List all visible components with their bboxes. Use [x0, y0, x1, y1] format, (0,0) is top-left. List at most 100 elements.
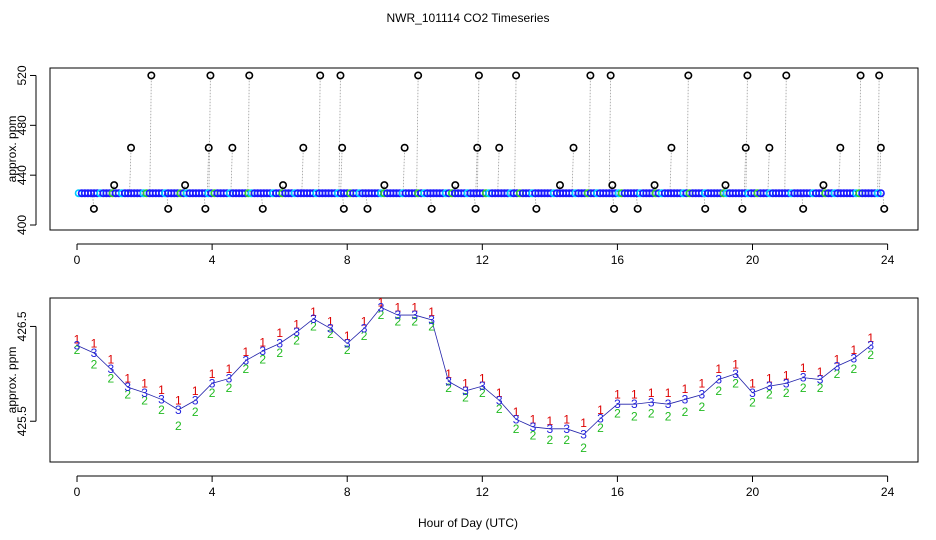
spike-line	[149, 75, 152, 194]
baseline-point	[876, 189, 885, 198]
series-3-point: 3	[310, 312, 317, 326]
spike-line	[206, 147, 210, 194]
series-2-point: 2	[344, 343, 351, 357]
series-3-point: 3	[580, 428, 587, 442]
series-3-point: 3	[867, 338, 874, 352]
series-3-point: 3	[597, 411, 604, 425]
series-2-point: 2	[563, 433, 570, 447]
series-1-point: 1	[107, 353, 114, 367]
outlier-point	[667, 143, 676, 152]
series-2-point: 2	[699, 400, 706, 414]
bottom-y-axis-label: approx. ppm	[5, 347, 19, 414]
series-1-point: 1	[563, 412, 570, 426]
spike-line	[838, 147, 841, 194]
outlier-point	[147, 71, 156, 80]
top-x-tick-label: 20	[746, 253, 760, 267]
series-1-point: 1	[141, 376, 148, 390]
series-1-point: 1	[293, 318, 300, 332]
spike-line	[247, 75, 250, 194]
top-x-axis: 0 4 8 12 16 20 24	[74, 243, 895, 267]
series-3-point: 3	[445, 374, 452, 388]
outlier-point	[684, 71, 693, 80]
series-2-point: 2	[226, 381, 233, 395]
series-2-point: 2	[580, 441, 587, 455]
series-3-point: 3	[749, 386, 756, 400]
outlier-point	[316, 71, 325, 80]
spike-line	[382, 185, 385, 194]
series-1-point: 1	[715, 362, 722, 376]
spike-line	[338, 75, 341, 194]
outlier-point	[181, 181, 190, 190]
series-3-point: 3	[462, 384, 469, 398]
series-2-point: 2	[547, 433, 554, 447]
series-1-point: 1	[209, 367, 216, 381]
series-3-point: 3	[91, 346, 98, 360]
series-3-point: 3	[715, 373, 722, 387]
outlier-point	[836, 143, 845, 152]
spike-line	[230, 147, 233, 194]
series-2-point: 2	[107, 372, 114, 386]
series-1-point: 1	[276, 326, 283, 340]
outlier-point	[586, 71, 595, 80]
bottom-plot-frame	[49, 297, 919, 463]
bottom-x-tick-label: 4	[209, 485, 216, 499]
outlier-point	[608, 181, 617, 190]
outlier-point	[633, 204, 642, 213]
series-3-point: 3	[732, 367, 739, 381]
outlier-point	[721, 181, 730, 190]
series-2-point: 2	[276, 346, 283, 360]
series-2-point: 2	[395, 315, 402, 329]
spike-line	[878, 147, 882, 194]
series-3-point: 3	[479, 379, 486, 393]
series-1-point: 1	[732, 357, 739, 371]
series-3-point: 3	[631, 397, 638, 411]
outlier-point	[380, 181, 389, 190]
spike-line	[784, 75, 787, 194]
series-1-point: 1	[175, 393, 182, 407]
outlier-point	[258, 204, 267, 213]
series-1-point: 1	[428, 305, 435, 319]
series-1-point: 1	[344, 329, 351, 343]
outlier-point	[532, 204, 541, 213]
series-3-point: 3	[158, 392, 165, 406]
outlier-point	[782, 71, 791, 80]
top-panel: 0 4 8 12 16 20 24 400 440 480 520 approx. ppm	[5, 65, 919, 267]
series-2-point: 2	[192, 405, 199, 419]
series-2-point: 2	[682, 405, 689, 419]
series-1-point: 1	[192, 384, 199, 398]
series-1-point: 1	[310, 305, 317, 319]
series-1-point: 1	[411, 300, 418, 314]
series-3-point: 3	[344, 337, 351, 351]
series-1-point: 1	[648, 386, 655, 400]
outlier-point	[799, 204, 808, 213]
series-2-point: 2	[834, 367, 841, 381]
series-1-point: 1	[665, 386, 672, 400]
outlier-point	[400, 143, 409, 152]
series-2-point: 2	[597, 421, 604, 435]
series-3-point: 3	[327, 321, 334, 335]
series-1-point: 1	[226, 362, 233, 376]
chart-title: NWR_101114 CO2 Timeseries	[387, 11, 550, 25]
series-2-point: 2	[361, 329, 368, 343]
outlier-point	[363, 204, 372, 213]
spike-line	[743, 147, 747, 194]
series-3-point: 3	[800, 371, 807, 385]
series-1-point: 1	[395, 300, 402, 314]
outlier-point	[228, 143, 237, 152]
series-3-point: 3	[614, 397, 621, 411]
spike-line	[301, 147, 304, 194]
series-1-point: 1	[850, 343, 857, 357]
series-3-point: 3	[563, 422, 570, 436]
outlier-point	[89, 204, 98, 213]
series-3-point: 3	[175, 403, 182, 417]
bottom-x-tick-label: 16	[611, 485, 625, 499]
series-1-point: 1	[462, 376, 469, 390]
top-x-tick-label: 24	[881, 253, 895, 267]
series-3-point: 3	[699, 388, 706, 402]
series-3-point: 3	[226, 372, 233, 386]
series-2-point: 2	[428, 319, 435, 333]
spike-line	[416, 75, 419, 194]
series-1-point: 1	[91, 337, 98, 351]
series-2-point: 2	[530, 428, 537, 442]
